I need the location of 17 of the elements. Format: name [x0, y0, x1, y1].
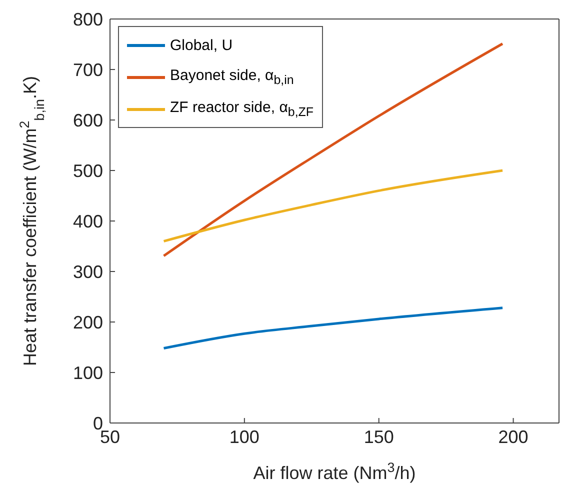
- y-tick-label: 500: [72, 160, 103, 181]
- y-tick-label: 700: [72, 60, 103, 80]
- x-tick-label: 150: [364, 426, 394, 447]
- legend-label: ZF reactor side, α$_{b,ZF}$: [170, 99, 314, 119]
- y-tick-label: 600: [72, 110, 103, 130]
- x-axis-title: Air flow rate (Nm$^{3}$/h): [253, 460, 416, 483]
- line-series: [162, 306, 504, 350]
- y-tick-label: 400: [72, 211, 103, 232]
- legend-label: Global, U: [170, 36, 233, 54]
- y-tick-label: 800: [72, 9, 103, 30]
- x-tick-label: 100: [229, 426, 260, 447]
- y-tick-label: 100: [72, 362, 103, 383]
- legend-label: Bayonet side, α$_{b,in}$: [170, 67, 294, 87]
- y-tick-label: 300: [72, 262, 103, 282]
- line-series: [162, 169, 504, 242]
- y-tick-label: 200: [72, 312, 103, 332]
- x-tick-label: 200: [498, 426, 528, 447]
